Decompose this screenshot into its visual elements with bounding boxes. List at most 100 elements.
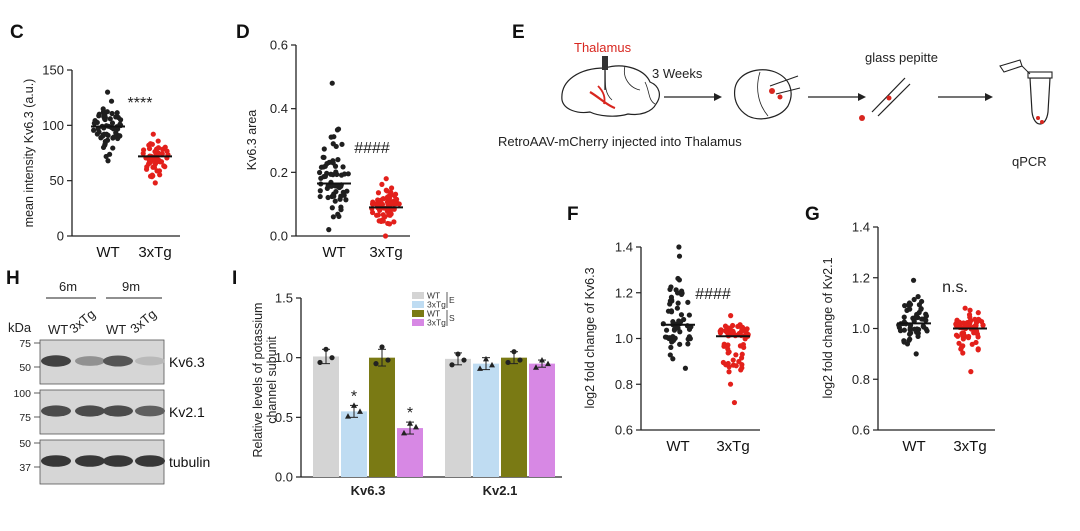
data-point [739, 351, 745, 357]
data-point [335, 157, 341, 163]
significance-label: #### [354, 140, 390, 157]
data-point [725, 346, 731, 352]
blot-band [41, 355, 71, 367]
data-point [915, 294, 921, 300]
bar [369, 357, 395, 477]
lane-label-2: 3xTg [66, 306, 98, 336]
data-point [669, 298, 675, 304]
legend-swatch [412, 301, 424, 308]
data-point [923, 313, 929, 319]
data-point [388, 211, 394, 217]
panel-label-d: D [236, 22, 250, 43]
data-point [375, 190, 382, 196]
data-point [960, 343, 966, 349]
data-point [332, 163, 339, 169]
data-point [675, 300, 681, 306]
data-point [146, 161, 152, 167]
data-point [380, 212, 386, 218]
data-point [675, 325, 681, 331]
legend-label: 3xTg [427, 300, 446, 310]
data-point [317, 188, 323, 194]
panel-label-i: I [232, 268, 237, 289]
data-point [357, 408, 363, 414]
data-point [736, 358, 742, 365]
data-point [100, 106, 106, 112]
data-point [341, 171, 348, 177]
data-point [924, 328, 930, 334]
data-point [110, 145, 116, 151]
blot-band [103, 455, 133, 467]
data-point [906, 331, 913, 337]
y-tick-label: 1.4 [852, 220, 870, 235]
marker-label: 50 [19, 438, 31, 450]
data-point [162, 164, 168, 170]
data-point [461, 357, 467, 363]
data-point [489, 361, 495, 368]
data-point [369, 201, 376, 207]
data-point [725, 342, 731, 348]
data-point [670, 356, 676, 362]
data-point [389, 199, 395, 205]
data-point [730, 362, 737, 368]
data-point [373, 201, 379, 207]
data-point [323, 346, 329, 352]
data-point [155, 138, 161, 144]
data-point [341, 192, 347, 198]
panel-label-c: C [10, 22, 24, 43]
significance-label: n.s. [942, 279, 968, 296]
data-point [386, 221, 393, 227]
data-point [388, 185, 395, 191]
data-point [149, 172, 155, 178]
data-point [669, 339, 675, 345]
data-point [676, 244, 682, 250]
data-point [107, 116, 113, 122]
data-point [733, 352, 739, 358]
data-point [730, 322, 736, 329]
bar [341, 411, 367, 477]
arrow-icon [714, 93, 722, 101]
data-point [329, 80, 335, 86]
data-point [317, 193, 323, 200]
y-tick-label: 0.6 [852, 423, 870, 438]
x-category-label: 3xTg [953, 438, 986, 455]
panel-f-scatter: 0.6 0.8 1.0 1.2 1.4 log2 fold change of Kv6.3… [583, 240, 760, 455]
y-axis-label: log2 fold change of Kv6.3 [583, 267, 597, 408]
data-point [668, 344, 674, 350]
data-point [105, 158, 111, 164]
data-point [333, 169, 339, 175]
data-point [681, 316, 687, 323]
significance-star: * [407, 405, 413, 422]
legend-tag: E [449, 295, 455, 305]
data-point [675, 275, 681, 282]
data-point [676, 253, 683, 259]
data-point [376, 207, 383, 213]
legend-swatch [412, 319, 424, 326]
y-tick-label: 0.0 [275, 470, 293, 485]
data-point [152, 180, 158, 186]
y-tick-label: 0.5 [275, 410, 293, 425]
bar [501, 357, 527, 477]
y-axis-label: log2 fold change of Kv2.1 [821, 257, 835, 398]
lane-label-3: WT [106, 322, 126, 337]
blot-band [103, 405, 133, 417]
data-point [918, 306, 924, 312]
blot-band [41, 455, 71, 467]
data-point [902, 303, 908, 309]
data-point [477, 365, 483, 371]
blot-band [135, 356, 165, 366]
data-point [455, 351, 461, 357]
data-point [916, 302, 923, 308]
data-point [973, 320, 980, 326]
data-point [96, 113, 102, 119]
data-point [533, 364, 539, 370]
data-point [722, 323, 729, 329]
data-point [102, 112, 108, 119]
x-category-label: WT [902, 438, 925, 455]
data-point [956, 340, 962, 346]
data-point [91, 127, 97, 133]
bar [313, 356, 339, 477]
group-label-6m: 6m [59, 279, 77, 294]
y-tick-label: 0.8 [852, 372, 870, 387]
data-point [103, 131, 110, 137]
y-tick-label: 0.8 [615, 377, 633, 392]
